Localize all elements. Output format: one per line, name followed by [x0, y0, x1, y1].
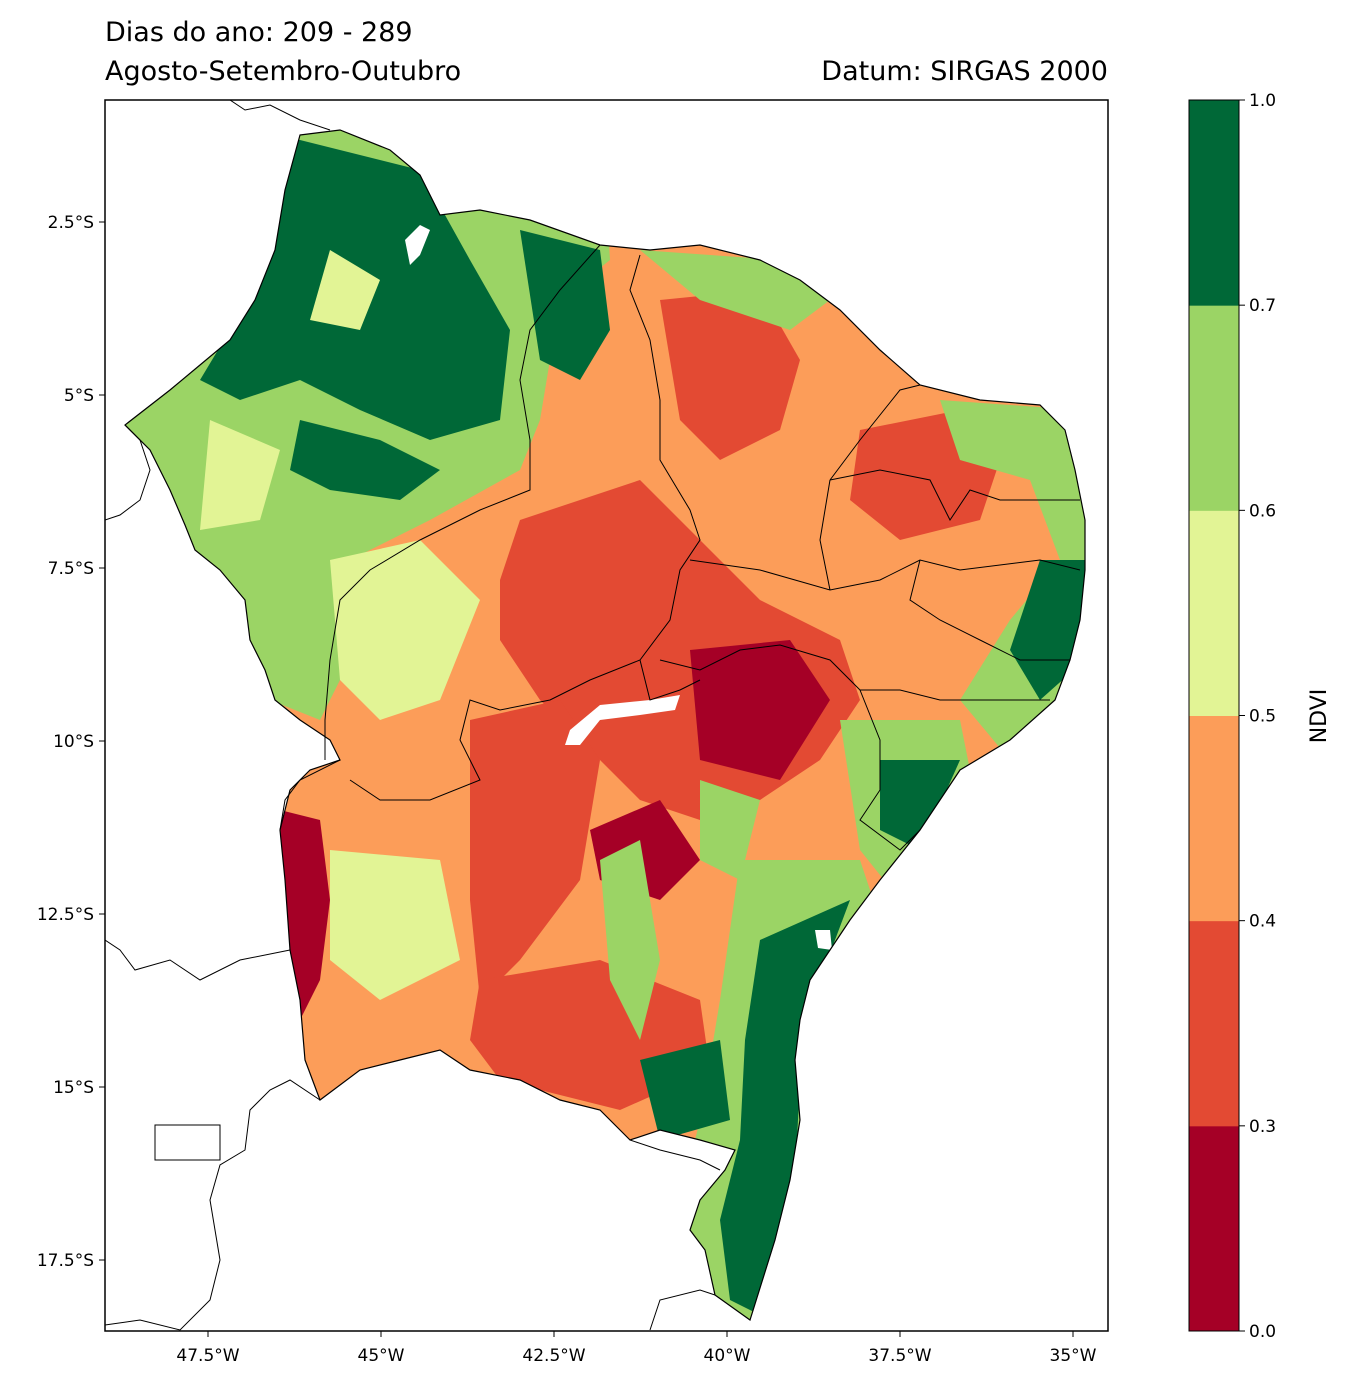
lon-tick-label: 42.5°W — [522, 1346, 585, 1366]
lat-tick-label: 15°S — [53, 1078, 94, 1098]
ndvi-class-0.7-1.0 — [720, 900, 850, 1320]
colorbar: 0.0 0.3 0.4 0.5 0.6 0.7 1.0 NDVI — [1188, 91, 1332, 1342]
colorbar-tick-label: 0.5 — [1249, 707, 1276, 727]
colorbar-segment — [1189, 510, 1239, 716]
ndvi-class-0.3-0.4 — [660, 290, 800, 460]
lon-tick-label: 40°W — [704, 1346, 751, 1366]
colorbar-segment — [1189, 305, 1239, 511]
no-data-area — [565, 695, 680, 745]
map-title-days: Dias do ano: 209 - 289 — [105, 17, 413, 48]
colorbar-tick-label: 0.3 — [1249, 1117, 1276, 1137]
region-outline — [124, 129, 1086, 1321]
lon-tick-label: 35°W — [1050, 1346, 1097, 1366]
lon-tick-label: 37.5°W — [868, 1346, 931, 1366]
longitude-axis: 47.5°W 45°W 42.5°W 40°W 37.5°W 35°W — [176, 1331, 1097, 1366]
ndvi-class-0.6-0.7 — [700, 780, 760, 880]
colorbar-segment — [1189, 100, 1239, 306]
colorbar-title: NDVI — [1307, 689, 1332, 744]
map-title-months: Agosto-Setembro-Outubro — [105, 56, 462, 87]
ndvi-class-0.7-1.0 — [880, 760, 960, 850]
ndvi-class-0.5-0.6 — [330, 850, 460, 1000]
ndvi-class-0.0-0.3 — [690, 640, 830, 780]
colorbar-segment — [1189, 1125, 1239, 1332]
ndvi-class-0.6-0.7 — [240, 560, 360, 720]
colorbar-tick-label: 0.7 — [1249, 296, 1276, 316]
no-data-area — [815, 930, 832, 950]
map-title-datum: Datum: SIRGAS 2000 — [821, 56, 1108, 87]
colorbar-segment — [1189, 920, 1239, 1127]
colorbar-tick-label: 0.6 — [1249, 501, 1276, 521]
latitude-axis: 2.5°S 5°S 7.5°S 10°S 12.5°S 15°S 17.5°S — [37, 213, 105, 1271]
lat-tick-label: 12.5°S — [37, 905, 94, 925]
ndvi-class-0.3-0.4 — [470, 700, 600, 1000]
ndvi-class-0.5-0.6 — [330, 540, 480, 720]
ndvi-class-0.7-1.0 — [290, 420, 440, 500]
lat-tick-label: 7.5°S — [48, 559, 94, 579]
ndvi-class-0.5-0.6 — [310, 250, 380, 330]
ndvi-class-0.6-0.7 — [600, 840, 660, 1040]
colorbar-tick-label: 0.0 — [1249, 1322, 1276, 1342]
colorbar-tick-label: 1.0 — [1249, 91, 1276, 111]
lat-tick-label: 5°S — [64, 386, 94, 406]
map-frame — [104, 99, 1109, 1332]
lon-tick-label: 47.5°W — [176, 1346, 239, 1366]
colorbar-segment — [1189, 715, 1239, 922]
neighbor-borders — [105, 100, 721, 1331]
lat-tick-label: 10°S — [53, 732, 94, 752]
ndvi-class-0.7-1.0 — [520, 230, 610, 380]
ndvi-class-0.7-1.0 — [640, 1040, 730, 1140]
ndvi-class-0.5-0.6 — [200, 420, 280, 530]
lat-tick-label: 2.5°S — [48, 213, 94, 233]
lon-tick-label: 45°W — [358, 1346, 405, 1366]
state-borders — [324, 244, 1081, 851]
lat-tick-label: 17.5°S — [37, 1251, 94, 1271]
colorbar-tick-label: 0.4 — [1249, 912, 1276, 932]
no-data-area — [405, 225, 430, 265]
